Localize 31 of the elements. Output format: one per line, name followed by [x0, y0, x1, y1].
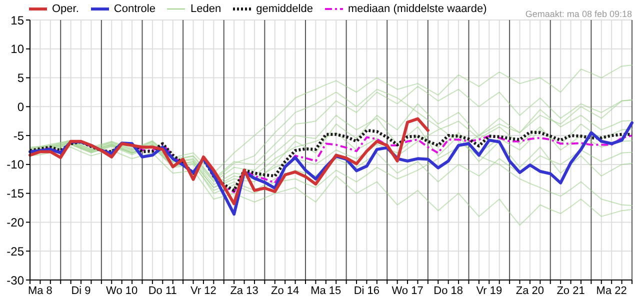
x-tick-label: Do 11	[148, 284, 177, 297]
x-tick-label: Ma 8	[28, 284, 52, 297]
legend-label: Oper.	[52, 3, 79, 15]
x-tick-label: Wo 17	[392, 284, 424, 297]
legend-label: mediaan (middelste waarde)	[348, 3, 487, 15]
text: Gemaakt: ma 08 feb 09:18	[525, 9, 632, 19]
y-tick-label: -15	[6, 186, 24, 201]
y-tick-label: 10	[10, 42, 24, 56]
y-tick-label: 5	[17, 71, 24, 86]
legend-label: gemiddelde	[256, 3, 313, 15]
y-tick-label: -10	[6, 158, 24, 172]
y-tick-label: -25	[6, 244, 24, 258]
y-tick-label: 15	[10, 13, 24, 28]
x-tick-label: Ma 15	[310, 284, 342, 297]
x-tick-label: Di 9	[71, 284, 91, 297]
legend-label: Leden	[190, 3, 222, 15]
y-tick-label: -5	[13, 128, 24, 143]
x-tick-label: Za 13	[230, 284, 258, 297]
x-tick-label: Vr 19	[476, 284, 502, 297]
legend-label: Controle	[114, 3, 156, 15]
y-tick-label: -30	[6, 273, 24, 288]
y-tick-label: -20	[6, 215, 24, 230]
x-tick-label: Zo 14	[271, 284, 300, 297]
x-tick-label: Di 16	[354, 284, 380, 297]
x-tick-label: Do 18	[434, 284, 464, 297]
x-tick-label: Wo 10	[106, 284, 138, 297]
y-tick-label: 0	[17, 100, 24, 114]
x-tick-label: Vr 12	[190, 284, 216, 297]
x-tick-label: Za 20	[516, 284, 544, 297]
x-tick-label: Ma 22	[596, 284, 627, 297]
x-tick-label: Zo 21	[556, 284, 585, 297]
